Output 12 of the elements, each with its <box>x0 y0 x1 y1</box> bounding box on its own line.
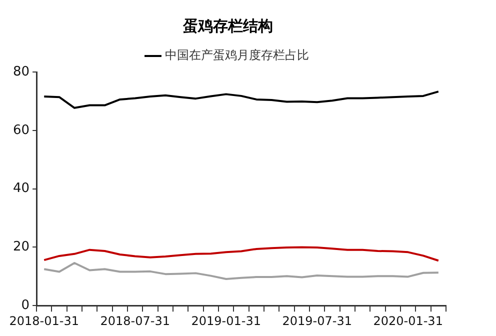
x-tick-label: 2018-07-31 <box>100 314 170 328</box>
y-tick-label: 0 <box>21 298 30 313</box>
x-tick-label: 2019-07-31 <box>282 314 352 328</box>
x-tick-label: 2019-01-31 <box>191 314 261 328</box>
y-tick-label: 40 <box>12 181 30 196</box>
y-tick-label: 80 <box>12 64 30 80</box>
x-tick-label: 2020-01-31 <box>373 314 443 328</box>
x-tick-label: 2018-01-31 <box>9 314 79 328</box>
chart-title: 蛋鸡存栏结构 <box>182 16 273 35</box>
legend-label: 中国在产蛋鸡月度存栏占比 <box>165 48 309 62</box>
y-tick-label: 60 <box>12 122 30 138</box>
y-tick-label: 20 <box>12 240 30 255</box>
